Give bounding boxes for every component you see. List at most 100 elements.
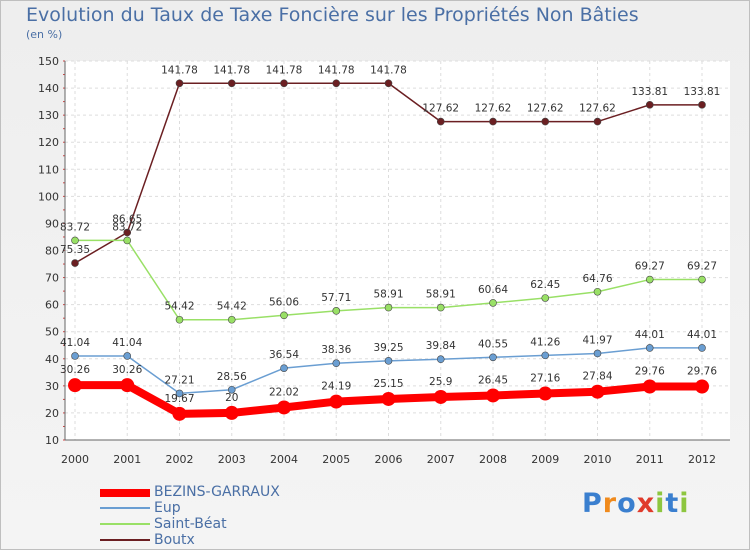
data-point-bezins-garraux [486, 388, 500, 403]
x-tick-label: 2001 [113, 453, 141, 466]
data-label-bezins-garraux: 25.9 [429, 376, 452, 388]
data-point-eup [227, 385, 236, 394]
data-point-eup [593, 349, 602, 358]
data-label-saint-b-at: 56.06 [269, 296, 299, 308]
data-point-bezins-garraux [329, 394, 344, 409]
data-label-eup: 38.36 [321, 344, 351, 356]
logo-letter: i [655, 488, 666, 519]
data-label-eup: 44.01 [635, 329, 665, 341]
data-label-bezins-garraux: 29.76 [687, 366, 717, 378]
data-point-eup [280, 364, 288, 372]
y-tick-label: 100 [38, 190, 59, 203]
y-tick-label: 120 [38, 136, 59, 149]
data-label-saint-b-at: 57.71 [321, 292, 351, 304]
data-point-bezins-garraux [538, 386, 553, 401]
data-label-eup: 44.01 [687, 329, 717, 341]
data-point-eup [332, 359, 341, 368]
data-label-boutx: 127.62 [422, 103, 459, 115]
logo-letter: x [636, 488, 656, 519]
x-tick-label: 2008 [479, 453, 507, 466]
x-tick-label: 2012 [688, 453, 716, 466]
data-point-boutx [489, 117, 497, 126]
legend-label: Eup [154, 500, 181, 516]
data-label-eup: 41.26 [530, 336, 560, 348]
data-point-eup [489, 353, 497, 362]
data-label-boutx: 86.65 [112, 213, 142, 225]
data-label-saint-b-at: 54.42 [217, 301, 247, 313]
data-point-eup [384, 357, 393, 365]
legend-swatch [100, 523, 150, 525]
data-label-boutx: 133.81 [684, 86, 721, 98]
x-tick-label: 2010 [584, 453, 612, 466]
x-tick-label: 2000 [61, 453, 89, 466]
data-label-saint-b-at: 62.45 [530, 279, 560, 291]
data-point-eup [436, 355, 445, 364]
x-tick-label: 2003 [218, 453, 246, 466]
data-point-eup [541, 351, 550, 360]
data-point-saint-b-at [332, 307, 341, 315]
data-label-bezins-garraux: 20 [225, 392, 238, 404]
x-tick-label: 2007 [427, 453, 455, 466]
logo-letter: o [617, 488, 637, 519]
data-label-eup: 36.54 [269, 349, 299, 361]
logo-letter: i [679, 488, 690, 519]
data-point-boutx [71, 259, 79, 267]
data-label-bezins-garraux: 24.19 [321, 381, 351, 393]
data-label-bezins-garraux: 27.84 [582, 371, 612, 383]
logo-letter: P [582, 488, 603, 519]
data-label-saint-b-at: 64.76 [582, 273, 612, 285]
proxiti-logo: Proxiti [582, 488, 690, 519]
x-tick-label: 2009 [531, 453, 559, 466]
data-point-bezins-garraux [224, 405, 239, 420]
data-label-eup: 39.84 [426, 340, 456, 352]
data-point-eup [71, 352, 79, 360]
x-tick-label: 2006 [375, 453, 403, 466]
data-point-boutx [332, 79, 341, 88]
data-label-bezins-garraux: 30.26 [112, 364, 142, 376]
data-point-bezins-garraux [381, 391, 396, 406]
data-label-boutx: 141.78 [213, 64, 250, 76]
legend-label: Boutx [154, 532, 195, 548]
data-point-eup [698, 344, 706, 352]
data-label-eup: 41.97 [582, 334, 612, 346]
legend-swatch [100, 507, 150, 509]
legend-label: Saint-Béat [154, 516, 227, 532]
data-label-bezins-garraux: 27.16 [530, 373, 560, 385]
data-point-boutx [123, 228, 132, 237]
y-tick-label: 10 [45, 434, 59, 447]
data-label-bezins-garraux: 26.45 [478, 374, 508, 386]
data-point-saint-b-at [71, 236, 79, 245]
data-label-saint-b-at: 58.91 [373, 289, 403, 301]
y-tick-label: 130 [38, 109, 59, 122]
data-point-boutx [227, 79, 236, 88]
data-point-saint-b-at [280, 311, 288, 320]
data-point-saint-b-at [384, 303, 393, 312]
data-label-bezins-garraux: 22.02 [269, 386, 299, 398]
data-point-boutx [698, 101, 706, 109]
data-label-boutx: 133.81 [631, 86, 668, 98]
legend-label: BEZINS-GARRAUX [154, 484, 280, 500]
x-tick-label: 2011 [636, 453, 664, 466]
data-point-saint-b-at [175, 315, 184, 324]
data-label-eup: 39.25 [373, 342, 403, 354]
data-label-eup: 41.04 [112, 337, 142, 349]
chart-title: Evolution du Taux de Taxe Foncière sur l… [26, 4, 639, 26]
legend-swatch [100, 539, 150, 541]
y-tick-label: 30 [45, 380, 59, 393]
data-label-boutx: 141.78 [161, 64, 198, 76]
y-tick-label: 40 [45, 353, 59, 366]
y-tick-label: 50 [45, 326, 59, 339]
data-point-boutx [175, 79, 184, 88]
data-label-saint-b-at: 54.42 [164, 301, 194, 313]
data-point-saint-b-at [593, 287, 602, 296]
data-point-saint-b-at [698, 275, 706, 284]
data-label-eup: 40.55 [478, 338, 508, 350]
x-tick-label: 2002 [166, 453, 194, 466]
data-label-eup: 28.56 [217, 371, 247, 383]
data-label-boutx: 141.78 [318, 64, 355, 76]
data-label-saint-b-at: 58.91 [426, 289, 456, 301]
y-tick-label: 60 [45, 299, 59, 312]
data-label-boutx: 141.78 [266, 64, 303, 76]
data-point-eup [645, 344, 654, 352]
data-label-bezins-garraux: 29.76 [635, 366, 665, 378]
